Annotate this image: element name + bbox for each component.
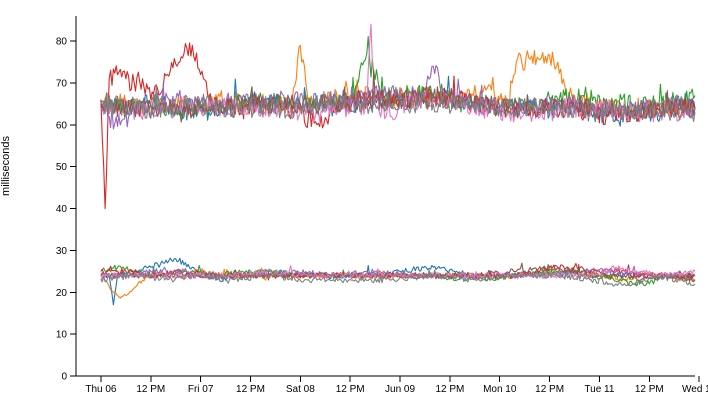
x-tick-label: Jun 09: [385, 384, 415, 395]
series-line: [100, 23, 696, 123]
x-tick-label: Wed 12: [682, 384, 708, 395]
y-tick-label: 50: [56, 162, 68, 173]
series-line: [100, 265, 696, 279]
y-axis-ticks: 0 10 20 30 40 50 60 70 80: [56, 37, 76, 383]
series-line: [100, 257, 696, 306]
x-tick-label: 12 PM: [236, 384, 265, 395]
series-line: [100, 85, 696, 123]
x-tick-label: 12 PM: [435, 384, 464, 395]
y-tick-label: 60: [56, 120, 68, 131]
x-tick-label: 12 PM: [336, 384, 365, 395]
series-line: [100, 269, 696, 287]
x-tick-label: 12 PM: [635, 384, 664, 395]
x-tick-label: Sat 08: [286, 384, 315, 395]
x-axis-ticks: Thu 06 12 PM Fri 07 12 PM Sat 08 12 PM Jun 09 1…: [85, 376, 708, 395]
y-tick-label: 10: [56, 330, 68, 341]
x-tick-label: Tue 11: [584, 384, 614, 395]
x-tick-label: 12 PM: [535, 384, 564, 395]
y-tick-label: 70: [56, 78, 68, 89]
axis-layer: [75, 16, 695, 377]
x-tick-label: Thu 06: [85, 384, 117, 395]
y-axis-title: milliseconds: [0, 136, 12, 196]
series-line: [100, 265, 696, 280]
x-tick-label: Mon 10: [483, 384, 517, 395]
x-tick-label: Fri 07: [188, 384, 214, 395]
series-line: [100, 42, 696, 210]
x-tick-label: 12 PM: [136, 384, 165, 395]
y-tick-label: 0: [61, 372, 67, 383]
y-tick-label: 30: [56, 246, 68, 257]
y-tick-label: 80: [56, 37, 68, 48]
y-tick-label: 40: [56, 204, 68, 215]
series-layer: [100, 23, 696, 306]
y-tick-label: 20: [56, 288, 68, 299]
